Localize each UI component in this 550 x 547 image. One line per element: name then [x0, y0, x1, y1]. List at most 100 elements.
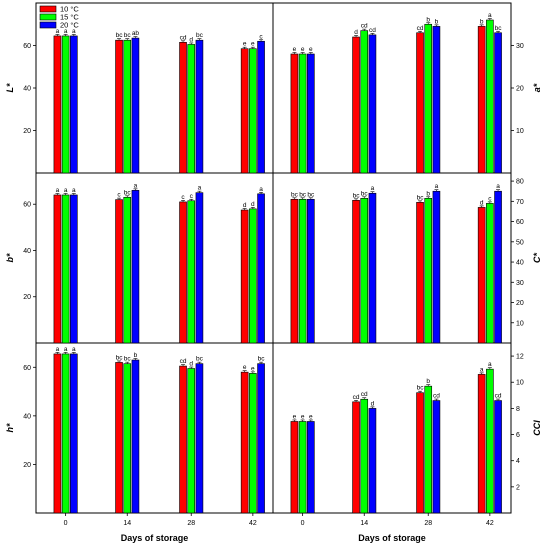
bar	[115, 362, 123, 514]
legend-swatch	[39, 5, 57, 13]
bar	[195, 363, 204, 514]
significance-label: a	[134, 182, 138, 189]
y-tick-label: 70	[516, 199, 524, 206]
significance-label: c	[190, 193, 194, 200]
significance-label: bc	[495, 25, 503, 32]
y-tick-label: 2	[516, 484, 520, 491]
significance-label: cd	[369, 27, 376, 34]
bar	[187, 200, 196, 344]
bar	[61, 353, 70, 514]
y-tick-label: 30	[516, 43, 524, 50]
significance-label: b	[480, 18, 484, 25]
bar	[486, 19, 494, 174]
significance-label: a	[72, 346, 76, 353]
significance-label: bc	[353, 192, 361, 199]
x-tick-label: 42	[486, 520, 494, 527]
significance-label: a	[72, 28, 76, 35]
significance-label: a	[488, 12, 492, 19]
bar	[298, 199, 307, 344]
bar	[179, 201, 187, 344]
y-axis-label: a*	[532, 83, 542, 92]
significance-label: a	[480, 366, 484, 373]
bar	[179, 42, 187, 174]
bar	[486, 203, 494, 344]
bar	[424, 23, 433, 174]
significance-label: a	[64, 187, 68, 194]
bar	[257, 363, 265, 514]
bar	[249, 373, 257, 514]
significance-label: cd	[361, 391, 368, 398]
x-axis-label: Days of storage	[358, 533, 426, 543]
y-tick-label: 8	[516, 406, 520, 413]
legend-label: 15 °C	[60, 13, 79, 22]
y-tick-label: 20	[516, 86, 524, 93]
bar	[432, 190, 441, 344]
bar	[424, 197, 433, 344]
significance-label: c	[181, 194, 185, 201]
bar	[486, 368, 494, 514]
significance-label: a	[259, 186, 263, 193]
significance-label: bc	[361, 190, 369, 197]
significance-label: a	[435, 183, 439, 190]
x-tick-label: 14	[123, 520, 131, 527]
significance-label: e	[243, 41, 247, 48]
significance-label: bc	[417, 385, 425, 392]
y-axis-label: C*	[532, 253, 542, 263]
bar	[368, 408, 377, 514]
bar	[360, 398, 369, 514]
significance-label: b	[134, 352, 138, 359]
y-tick-label: 60	[516, 219, 524, 226]
bar	[360, 197, 369, 344]
bar	[307, 421, 315, 514]
y-tick-label: 10	[516, 320, 524, 327]
bar	[290, 199, 299, 344]
bar	[368, 34, 377, 174]
bar	[432, 400, 441, 514]
bar	[61, 194, 70, 344]
significance-label: d	[189, 361, 193, 368]
significance-label: bc	[307, 191, 315, 198]
significance-label: bc	[124, 32, 132, 39]
bar	[70, 353, 78, 514]
significance-label: b	[435, 18, 439, 25]
significance-label: e	[309, 46, 313, 53]
legend-label: 20 °C	[60, 21, 79, 30]
bar	[257, 193, 265, 344]
bar	[290, 421, 299, 514]
significance-label: b	[426, 16, 430, 23]
bar	[477, 26, 486, 174]
bar	[131, 37, 140, 174]
bar	[240, 371, 249, 514]
bar	[290, 53, 299, 174]
bar	[115, 199, 123, 344]
x-tick-label: 14	[360, 520, 368, 527]
bar	[70, 35, 78, 174]
significance-label: e	[251, 365, 255, 372]
bar	[360, 30, 369, 174]
y-axis-label: L*	[5, 83, 15, 92]
bar	[298, 421, 307, 514]
bar	[53, 35, 62, 174]
y-tick-label: 10	[516, 128, 524, 135]
y-tick-label: 40	[516, 260, 524, 267]
significance-label: bc	[124, 189, 132, 196]
significance-label: a	[64, 346, 68, 353]
y-tick-label: 12	[516, 354, 524, 361]
significance-label: d	[371, 400, 375, 407]
bar	[70, 194, 78, 344]
y-axis-label: h*	[5, 423, 15, 432]
significance-label: d	[243, 202, 247, 209]
significance-label: bc	[116, 32, 124, 39]
y-tick-label: 20	[516, 300, 524, 307]
bar	[187, 368, 196, 514]
significance-label: e	[301, 413, 305, 420]
bar	[298, 53, 307, 174]
significance-label: bc	[196, 356, 204, 363]
significance-label: c	[488, 195, 492, 202]
significance-label: e	[301, 46, 305, 53]
bar	[249, 208, 257, 344]
